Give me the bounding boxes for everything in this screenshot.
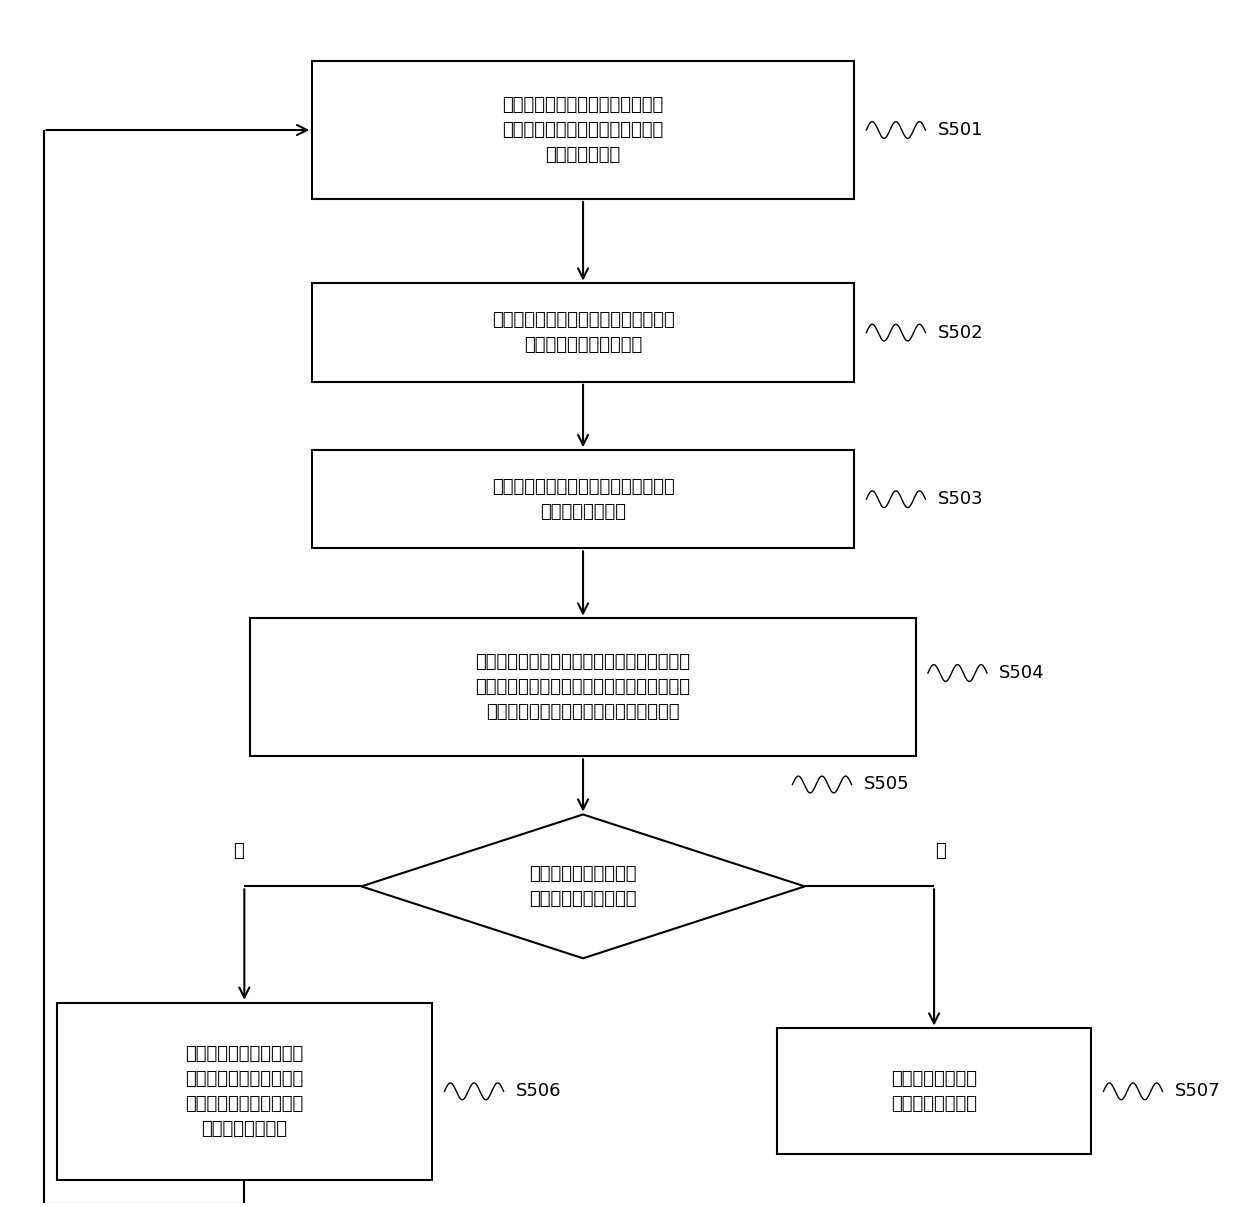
Text: S506: S506: [516, 1083, 562, 1101]
Text: 是: 是: [935, 842, 946, 861]
Text: 在当前候选稳态时段内，分别计算最后监测时
间点所对应的传感参数标准向量与其他监测时
间点对应的传感参数标准向量的欧式距离: 在当前候选稳态时段内，分别计算最后监测时 间点所对应的传感参数标准向量与其他监测…: [476, 653, 691, 722]
Text: S502: S502: [937, 323, 983, 342]
Text: 否: 否: [233, 842, 243, 861]
Text: 将起始监测时间点更新为
欧式距离超过预设距离阈
值的最后一个监测时间点
的下一监测时间点: 将起始监测时间点更新为 欧式距离超过预设距离阈 值的最后一个监测时间点 的下一监…: [185, 1045, 304, 1138]
FancyBboxPatch shape: [777, 1028, 1091, 1154]
FancyBboxPatch shape: [312, 450, 854, 548]
Text: 将当前候选稳态时
段确定为稳态时段: 将当前候选稳态时 段确定为稳态时段: [892, 1069, 977, 1113]
FancyBboxPatch shape: [250, 618, 915, 757]
Text: 将起始监测时间点设为起始点，从
起始点截取满足预设时长要求的当
前候选稳态时段: 将起始监测时间点设为起始点，从 起始点截取满足预设时长要求的当 前候选稳态时段: [502, 97, 663, 164]
Text: S505: S505: [864, 776, 909, 793]
FancyBboxPatch shape: [57, 1003, 433, 1180]
Text: S507: S507: [1174, 1083, 1220, 1101]
Text: S503: S503: [937, 490, 983, 508]
FancyBboxPatch shape: [312, 284, 854, 381]
Text: S504: S504: [999, 664, 1045, 682]
Text: S501: S501: [937, 121, 983, 139]
Text: 将传感参数向量进行归一化处理，生成
传感参数标准向量: 将传感参数向量进行归一化处理，生成 传感参数标准向量: [492, 478, 675, 520]
Polygon shape: [361, 815, 805, 958]
FancyBboxPatch shape: [312, 62, 854, 199]
Text: 获取当前候选稳态时段内各个监测时间
点所对应的传感参数向量: 获取当前候选稳态时段内各个监测时间 点所对应的传感参数向量: [492, 311, 675, 354]
Text: 判断所有欧式距离是否
都不超过预设距离阈值: 判断所有欧式距离是否 都不超过预设距离阈值: [529, 865, 637, 908]
